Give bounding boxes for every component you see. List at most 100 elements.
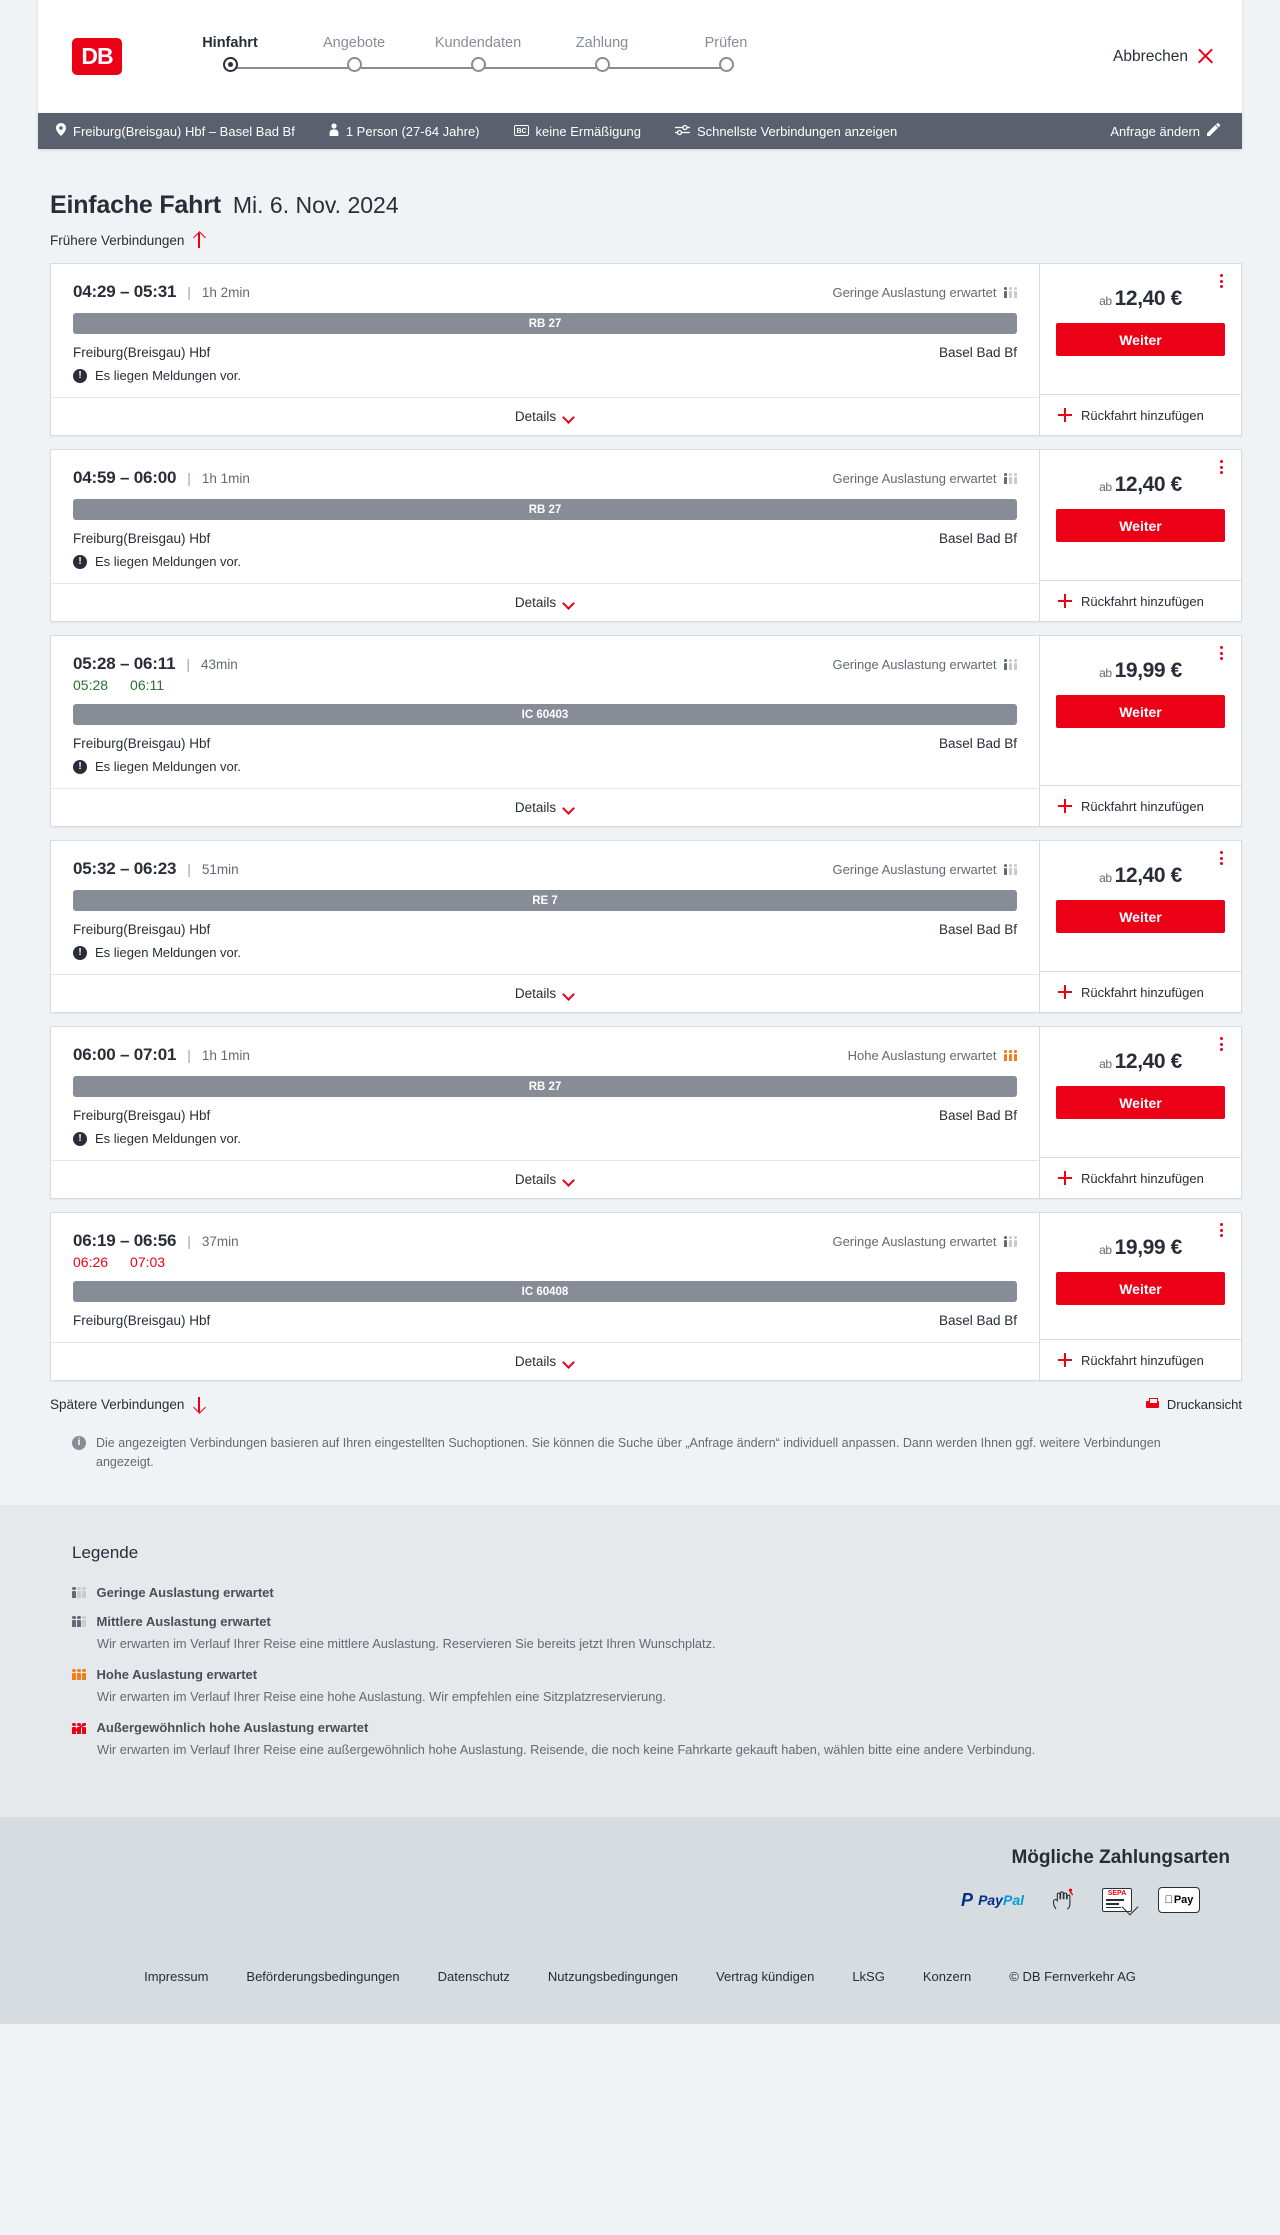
details-toggle[interactable]: Details <box>51 397 1039 435</box>
disruption-message[interactable]: ! Es liegen Meldungen vor. <box>73 1131 1017 1146</box>
continue-button[interactable]: Weiter <box>1056 1086 1225 1119</box>
add-return-trip-button[interactable]: Rückfahrt hinzufügen <box>1040 394 1241 435</box>
details-toggle[interactable]: Details <box>51 974 1039 1012</box>
add-return-trip-button[interactable]: Rückfahrt hinzufügen <box>1040 785 1241 826</box>
footer-link-0[interactable]: Impressum <box>144 1969 209 1985</box>
disruption-message[interactable]: ! Es liegen Meldungen vor. <box>73 945 1017 960</box>
train-line-bar: RB 27 <box>73 499 1017 520</box>
earlier-connections-button[interactable]: Frühere Verbindungen <box>50 232 1242 248</box>
change-request-button[interactable]: Anfrage ändern <box>1110 123 1220 139</box>
add-return-trip-label: Rückfahrt hinzufügen <box>1081 1352 1204 1368</box>
chevron-down-icon <box>564 990 575 997</box>
details-toggle[interactable]: Details <box>51 788 1039 826</box>
connection-info: 04:29 – 05:31 | 1h 2min Geringe Auslastung … <box>51 264 1039 435</box>
contactless-hand-icon <box>1050 1887 1076 1913</box>
more-options-button[interactable] <box>1214 645 1228 661</box>
connection-card[interactable]: 05:32 – 06:23 | 51min Geringe Auslastung er… <box>50 840 1242 1013</box>
more-options-button[interactable] <box>1214 850 1228 866</box>
step-label-2[interactable]: Kundendaten <box>434 34 522 51</box>
disruption-message[interactable]: ! Es liegen Meldungen vor. <box>73 554 1017 569</box>
footer-link-3[interactable]: Nutzungsbedingungen <box>547 1969 679 1985</box>
continue-button[interactable]: Weiter <box>1056 900 1225 933</box>
step-dot-2[interactable] <box>470 56 486 72</box>
continue-button[interactable]: Weiter <box>1056 695 1225 728</box>
cancel-button[interactable]: Abbrechen <box>1113 48 1214 66</box>
price-value: 19,99 € <box>1114 659 1183 682</box>
occupancy-label: Geringe Auslastung erwartet <box>832 656 997 672</box>
legend-item-head: Geringe Auslastung erwartet <box>72 1585 1230 1600</box>
arrow-down-icon <box>192 1396 205 1412</box>
step-label-0[interactable]: Hinfahrt <box>202 34 258 51</box>
filter-route[interactable]: Freiburg(Breisgau) Hbf – Basel Bad Bf <box>56 123 295 139</box>
step-dot-3[interactable] <box>594 56 610 72</box>
footer-link-4[interactable]: Vertrag kündigen <box>716 1969 815 1985</box>
add-return-trip-button[interactable]: Rückfahrt hinzufügen <box>1040 971 1241 1012</box>
alert-icon: ! <box>73 1131 87 1146</box>
connection-card[interactable]: 06:00 – 07:01 | 1h 1min Hohe Auslastung erw… <box>50 1026 1242 1199</box>
destination-station: Basel Bad Bf <box>938 1313 1017 1328</box>
step-dot-4[interactable] <box>718 56 734 72</box>
more-options-button[interactable] <box>1214 273 1228 289</box>
continue-button[interactable]: Weiter <box>1056 1272 1225 1305</box>
footer-link-1[interactable]: Beförderungsbedingungen <box>246 1969 400 1985</box>
db-logo[interactable]: DB <box>72 38 122 75</box>
disruption-message[interactable]: ! Es liegen Meldungen vor. <box>73 759 1017 774</box>
footer-link-6[interactable]: Konzern <box>922 1969 972 1985</box>
realtime-departure: 06:26 <box>73 1254 109 1270</box>
step-dot-1[interactable] <box>346 56 362 72</box>
connection-card[interactable]: 05:28 – 06:11 | 43min Geringe Auslastung er… <box>50 635 1242 827</box>
step-label-3[interactable]: Zahlung <box>575 34 629 51</box>
details-toggle[interactable]: Details <box>51 1160 1039 1198</box>
footer-link-5[interactable]: LkSG <box>852 1969 885 1985</box>
step-dot-wrap-3 <box>540 56 664 72</box>
title-date: Mi. 6. Nov. 2024 <box>232 192 399 218</box>
station-row: Freiburg(Breisgau) Hbf Basel Bad Bf <box>73 1313 1017 1328</box>
filter-discount[interactable]: BC keine Ermäßigung <box>513 123 642 139</box>
step-dot-0[interactable] <box>222 56 238 72</box>
occupancy-icon <box>1004 1235 1018 1247</box>
info-icon: i <box>72 1436 86 1450</box>
footer-link-2[interactable]: Datenschutz <box>437 1969 510 1985</box>
filter-discount-label: keine Ermäßigung <box>535 123 642 139</box>
add-return-trip-button[interactable]: Rückfahrt hinzufügen <box>1040 1339 1241 1380</box>
legend-occupancy-low-icon <box>72 1586 86 1598</box>
connection-header-row: 05:28 – 06:11 | 43min Geringe Auslastung er… <box>73 654 1017 674</box>
later-connections-label: Spätere Verbindungen <box>50 1396 185 1412</box>
step-label-1[interactable]: Angebote <box>322 34 386 51</box>
occupancy-label: Hohe Auslastung erwartet <box>847 1047 997 1063</box>
filter-passengers[interactable]: 1 Person (27-64 Jahre) <box>329 123 480 139</box>
details-toggle[interactable]: Details <box>51 583 1039 621</box>
step-label-4[interactable]: Prüfen <box>704 34 748 51</box>
legend-item: Hohe Auslastung erwartet Wir erwarten im … <box>72 1667 1230 1706</box>
continue-button[interactable]: Weiter <box>1056 509 1225 542</box>
connection-header-row: 06:00 – 07:01 | 1h 1min Hohe Auslastung erw… <box>73 1045 1017 1065</box>
continue-button[interactable]: Weiter <box>1056 323 1225 356</box>
price-box: ab 12,40 € Weiter <box>1040 264 1241 394</box>
later-connections-button[interactable]: Spätere Verbindungen <box>50 1396 205 1412</box>
more-options-button[interactable] <box>1214 459 1228 475</box>
more-options-button[interactable] <box>1214 1036 1228 1052</box>
disruption-message[interactable]: ! Es liegen Meldungen vor. <box>73 368 1017 383</box>
connection-card[interactable]: 04:29 – 05:31 | 1h 2min Geringe Auslastung … <box>50 263 1242 436</box>
price-prefix: ab <box>1099 480 1112 494</box>
occupancy-label: Geringe Auslastung erwartet <box>832 1233 997 1249</box>
pencil-icon <box>1207 123 1220 139</box>
filter-sort[interactable]: Schnellste Verbindungen anzeigen <box>675 124 897 139</box>
payment-title: Mögliche Zahlungsarten <box>1011 1847 1230 1869</box>
details-toggle[interactable]: Details <box>51 1342 1039 1380</box>
connection-card[interactable]: 06:19 – 06:56 | 37min Geringe Auslastung er… <box>50 1212 1242 1381</box>
print-view-button[interactable]: Druckansicht <box>1145 1397 1242 1412</box>
connection-card[interactable]: 04:59 – 06:00 | 1h 1min Geringe Auslastung … <box>50 449 1242 622</box>
connection-duration: 1h 2min <box>201 284 250 300</box>
info-note: i Die angezeigten Verbindungen basieren … <box>0 1412 1280 1473</box>
occupancy-icon <box>1004 1049 1018 1061</box>
add-return-trip-button[interactable]: Rückfahrt hinzufügen <box>1040 1157 1241 1198</box>
add-return-trip-button[interactable]: Rückfahrt hinzufügen <box>1040 580 1241 621</box>
connection-info: 05:32 – 06:23 | 51min Geringe Auslastung er… <box>51 841 1039 1012</box>
more-options-button[interactable] <box>1214 1222 1228 1238</box>
train-number: IC 60403 <box>521 708 569 721</box>
step-dot-wrap-0 <box>168 56 292 72</box>
person-icon <box>329 123 339 139</box>
legend-occupancy-medium-icon <box>72 1615 86 1627</box>
apple-logo-icon:  <box>1165 1894 1173 1906</box>
